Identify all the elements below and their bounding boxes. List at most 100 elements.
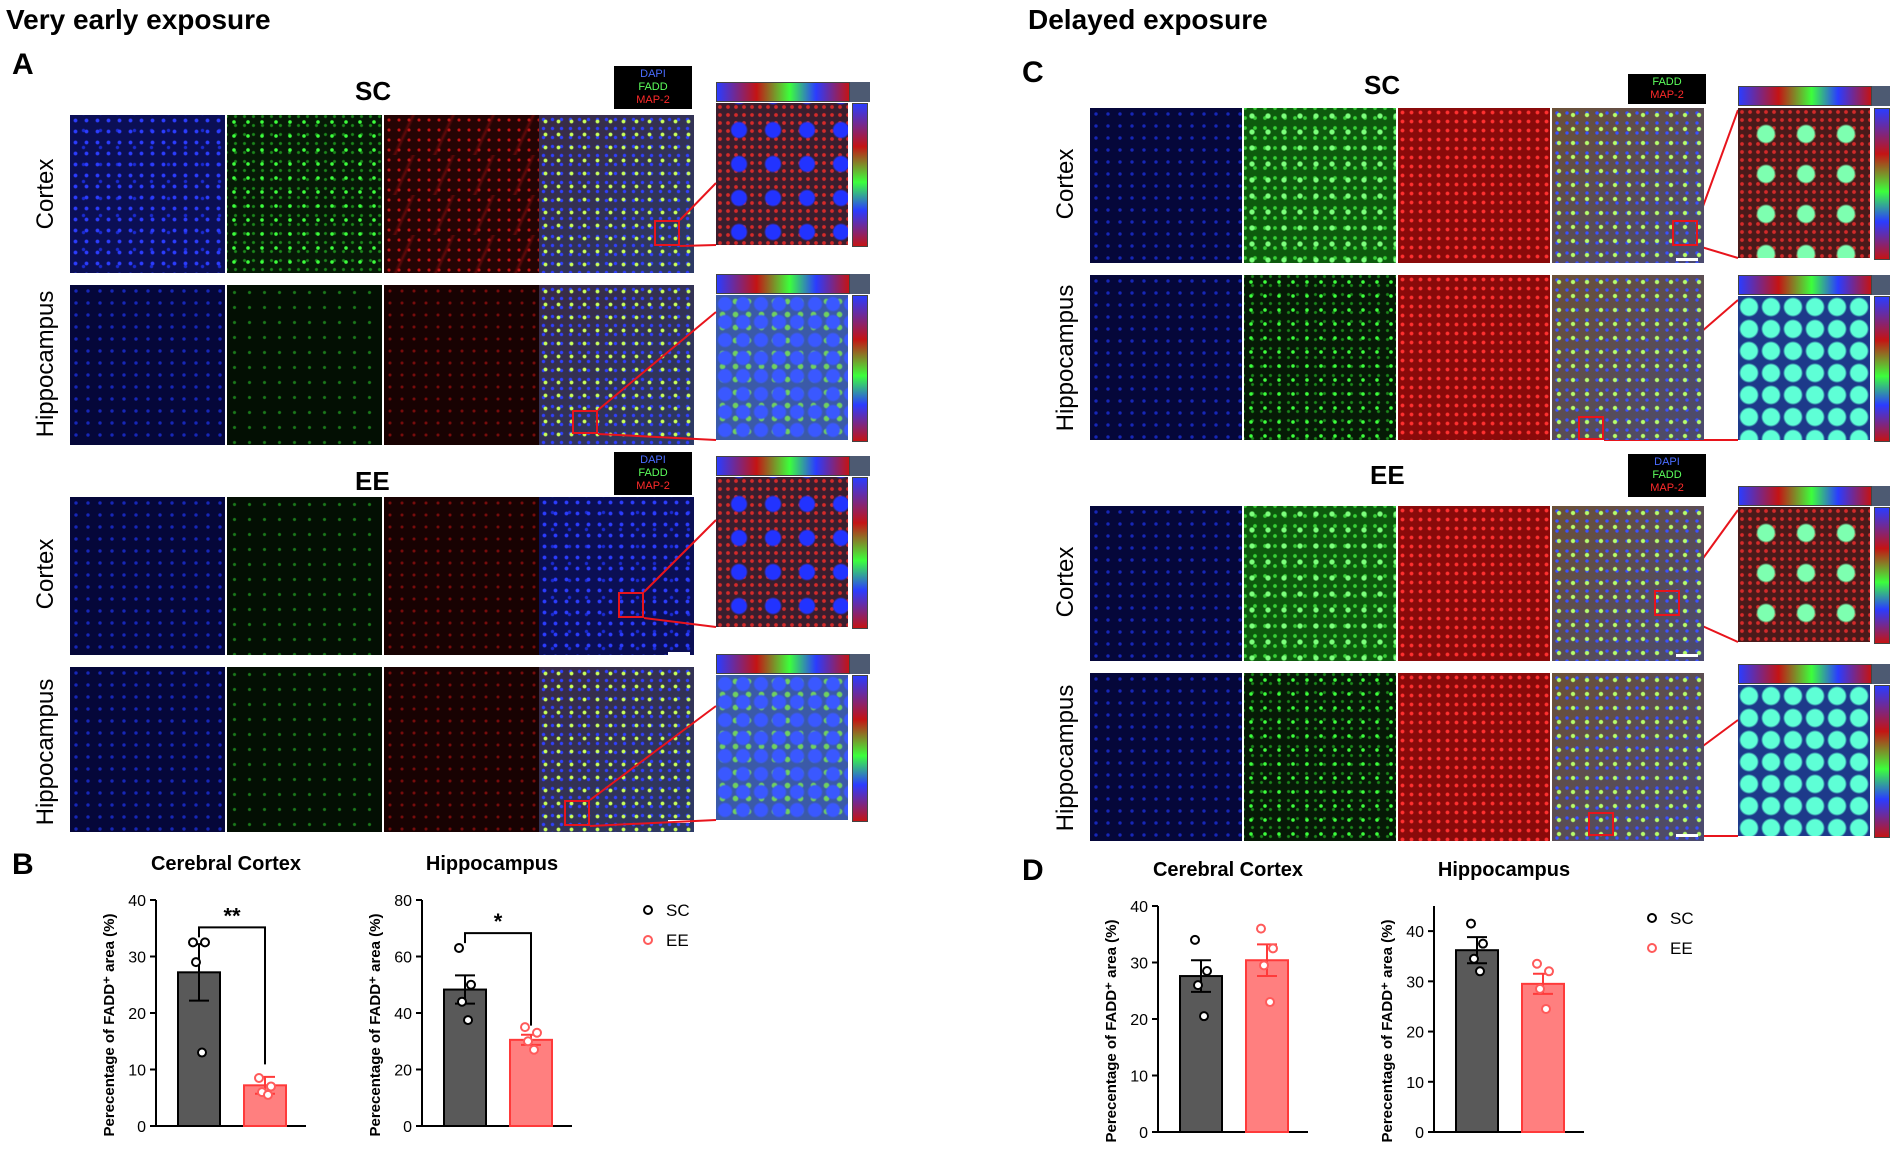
bar-ee <box>509 1038 553 1127</box>
micrograph-dapi <box>70 667 225 832</box>
legend-marker-sc <box>643 905 653 915</box>
legend-map2: MAP-2 <box>636 480 670 492</box>
significance-label: * <box>494 909 503 934</box>
data-point <box>1535 983 1545 994</box>
group-title-ee: EE <box>355 466 390 496</box>
orthogonal-view-top <box>1738 486 1872 506</box>
legend-fadd: FADD <box>638 81 668 93</box>
data-point <box>200 937 210 948</box>
y-tick-label: 30 <box>128 950 146 967</box>
legend-map2: MAP-2 <box>1650 89 1684 101</box>
row-label-hippocampus: Hippocampus <box>1052 284 1079 432</box>
micrograph-map2 <box>1398 108 1550 263</box>
legend-fadd: FADD <box>1652 469 1682 481</box>
micrograph-merge <box>1552 108 1704 263</box>
zoom-inset <box>716 295 848 440</box>
legend-marker-sc <box>1647 913 1657 923</box>
orthogonal-corner <box>850 82 870 102</box>
legend-map2: MAP-2 <box>1650 482 1684 494</box>
micrograph-dapi <box>1090 108 1242 263</box>
y-tick-label: 20 <box>1406 1025 1424 1042</box>
zoom-inset <box>1738 296 1870 440</box>
orthogonal-view-side <box>1874 108 1890 260</box>
micrograph-map2 <box>384 667 539 832</box>
y-tick-label: 40 <box>394 1006 412 1023</box>
panel-label-c: C <box>1022 56 1044 89</box>
channel-legend-sc: FADD MAP-2 <box>1628 74 1706 104</box>
micrograph-dapi <box>70 115 225 273</box>
section-title-very-early: Very early exposure <box>6 4 271 35</box>
y-axis-label: Perecentage of FADD⁺ area (%) <box>1103 920 1120 1143</box>
scale-bar <box>1676 258 1698 261</box>
roi-box <box>1588 812 1614 836</box>
legend-marker-ee <box>1647 943 1657 953</box>
bar-chart-b-hippocampus: Hippocampus Perecentage of FADD⁺ area (%)… <box>367 853 572 1137</box>
orthogonal-corner <box>1872 275 1890 295</box>
data-point <box>466 979 476 990</box>
row-label-hippocampus: Hippocampus <box>1052 684 1079 832</box>
micrograph-map2 <box>1398 673 1550 841</box>
y-tick-label: 20 <box>128 1006 146 1023</box>
data-point <box>1541 1003 1551 1014</box>
data-point <box>188 937 198 948</box>
data-point <box>529 1044 539 1055</box>
orthogonal-view-side <box>852 295 868 442</box>
roi-box <box>572 410 598 434</box>
roi-box <box>1672 220 1698 246</box>
roi-box <box>1578 416 1604 440</box>
data-point <box>197 1047 207 1058</box>
micrograph-merge <box>539 285 694 445</box>
bar-chart-d-cortex: Cerebral Cortex Perecentage of FADD⁺ area… <box>1103 859 1308 1143</box>
bar-sc <box>1455 949 1499 1133</box>
legend-fadd: FADD <box>638 467 668 479</box>
legend-label-ee: EE <box>666 931 689 950</box>
zoom-inset <box>1738 685 1870 836</box>
micrograph-fadd <box>1244 108 1396 263</box>
micrograph-merge <box>539 667 694 832</box>
zoom-inset <box>716 477 848 627</box>
legend-label-ee: EE <box>1670 939 1693 958</box>
y-tick-label: 40 <box>1406 924 1424 941</box>
orthogonal-corner <box>850 456 870 476</box>
orthogonal-view-side <box>852 103 868 247</box>
legend-dapi: DAPI <box>640 454 666 466</box>
y-tick-label: 60 <box>394 950 412 967</box>
micrograph-map2 <box>1398 275 1550 440</box>
micrograph-dapi <box>1090 673 1242 841</box>
orthogonal-view-top <box>1738 664 1872 684</box>
scale-bar <box>1676 654 1698 657</box>
micrograph-fadd <box>227 115 382 273</box>
micrograph-dapi <box>70 497 225 655</box>
roi-box <box>618 592 644 618</box>
scale-bar <box>1676 834 1698 837</box>
micrograph-map2 <box>1398 506 1550 661</box>
chart-title: Hippocampus <box>426 853 558 875</box>
y-tick-label: 40 <box>128 893 146 910</box>
y-tick-label: 0 <box>137 1119 146 1136</box>
orthogonal-view-top <box>716 274 850 294</box>
section-title-delayed: Delayed exposure <box>1028 4 1268 35</box>
data-point <box>266 1081 276 1092</box>
data-point <box>532 1027 542 1038</box>
bar-sc <box>1179 975 1223 1133</box>
chart-title: Cerebral Cortex <box>1153 859 1303 881</box>
y-tick-label: 40 <box>1130 899 1148 916</box>
orthogonal-corner <box>1872 486 1890 506</box>
y-tick-label: 80 <box>394 893 412 910</box>
micrograph-fadd <box>227 285 382 445</box>
orthogonal-view-top <box>716 82 850 102</box>
data-point <box>1256 923 1266 934</box>
data-point <box>1469 953 1479 964</box>
legend-marker-ee <box>643 935 653 945</box>
orthogonal-view-top <box>716 456 850 476</box>
row-label-hippocampus: Hippocampus <box>32 290 59 438</box>
bar-ee <box>1245 959 1289 1133</box>
data-point <box>463 1015 473 1026</box>
channel-legend-ee: DAPI FADD MAP-2 <box>1628 454 1706 497</box>
orthogonal-corner <box>850 274 870 294</box>
data-point <box>1259 960 1269 971</box>
data-point <box>1475 966 1485 977</box>
roi-box <box>564 800 590 826</box>
data-point <box>523 1036 533 1047</box>
legend-map2: MAP-2 <box>636 94 670 106</box>
